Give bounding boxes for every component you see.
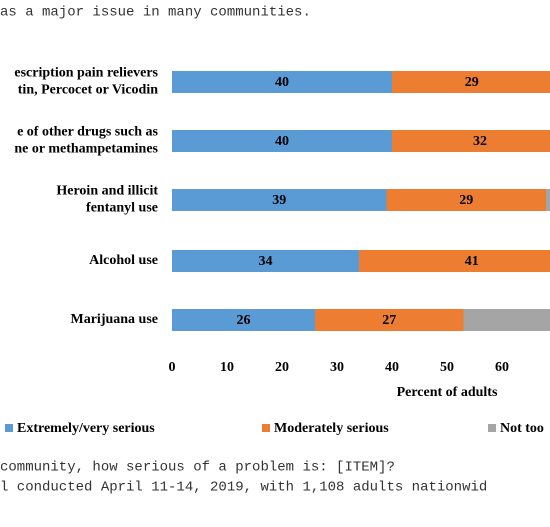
bar-segment [392,71,550,93]
category-label: Marijuana use [71,312,159,327]
value-label: 34 [259,254,273,269]
legend-label: Moderately serious [274,421,389,436]
bar-segment [172,189,387,211]
value-label: 29 [459,193,473,208]
bar-segment [172,250,359,272]
category-label: Alcohol use [89,253,158,268]
value-label: 39 [272,193,286,208]
category-label: tin, Percocet or Vicodin [18,83,158,98]
x-tick-label: 50 [440,360,454,375]
x-tick-label: 20 [275,360,289,375]
bar-segment [463,309,550,331]
value-label: 40 [275,134,289,149]
legend-swatch [262,424,270,432]
value-label: 40 [275,75,289,90]
bar-segment [172,130,392,152]
x-tick-label: 0 [169,360,176,375]
legend-label: Not too [500,421,544,436]
x-tick-label: 40 [385,360,399,375]
bar-segment [172,309,315,331]
value-label: 26 [237,313,251,328]
x-axis-title: Percent of adults [397,385,498,400]
bar-segment [172,71,392,93]
category-label: e of other drugs such as [17,125,158,140]
footnote: community, how serious of a problem is: … [0,460,395,476]
x-tick-label: 60 [495,360,509,375]
footnote: l conducted April 11-14, 2019, with 1,10… [0,480,487,496]
x-tick-label: 10 [220,360,234,375]
bar-segment [546,189,550,211]
value-label: 29 [465,75,479,90]
category-label: escription pain relievers [14,66,158,81]
value-label: 41 [465,254,479,269]
x-tick-label: 30 [330,360,344,375]
value-label: 27 [382,313,396,328]
category-label: Heroin and illicit [56,184,158,199]
bar-segment [359,250,550,272]
chart-title: as a major issue in many communities. [0,5,311,21]
category-label: fentanyl use [86,201,158,216]
legend-swatch [488,424,496,432]
value-label: 32 [473,134,487,149]
bar-segment [392,130,550,152]
bar-segment [386,189,546,211]
bar-segment [315,309,464,331]
category-label: ne or methampetamines [14,142,158,157]
legend-label: Extremely/very serious [17,421,155,436]
legend-swatch [5,424,13,432]
